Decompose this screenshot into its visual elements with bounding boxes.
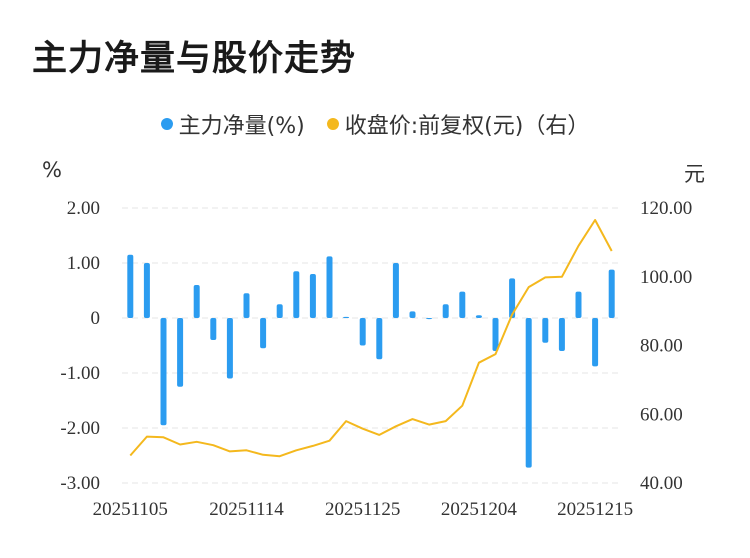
net-volume-bar (509, 278, 516, 318)
net-volume-bar (177, 318, 184, 387)
net-volume-bar (558, 318, 565, 351)
net-volume-bar (525, 318, 532, 468)
left-tick-label: 0 (91, 308, 101, 329)
x-tick-label: 20251114 (209, 499, 284, 520)
left-tick-label: 1.00 (67, 253, 100, 274)
legend-label-net-volume: 主力净量(%) (178, 114, 305, 139)
legend-label-close-price: 收盘价:前复权(元)（右） (344, 114, 590, 139)
legend-dot-orange-icon (326, 118, 339, 130)
right-tick-label: 100.00 (640, 267, 692, 288)
right-tick-label: 80.00 (640, 336, 683, 357)
chart-title: 主力净量与股价走势 (32, 39, 357, 79)
net-volume-bar (343, 316, 350, 318)
right-axis-unit: 元 (684, 162, 705, 186)
chart-legend: 主力净量(%) 收盘价:前复权(元)（右） (0, 108, 750, 140)
x-tick-label: 20251125 (325, 499, 400, 520)
net-volume-bar (293, 271, 300, 318)
legend-item-net-volume[interactable]: 主力净量(%) (160, 108, 305, 140)
net-volume-bar (326, 256, 333, 318)
net-volume-bar (575, 291, 582, 318)
left-tick-label: -3.00 (60, 473, 100, 494)
net-volume-bar (592, 318, 599, 367)
net-volume-bar (442, 304, 449, 318)
left-tick-label: -2.00 (60, 418, 100, 439)
net-volume-bar (542, 318, 549, 343)
right-tick-label: 40.00 (640, 473, 683, 494)
net-volume-bar (243, 293, 250, 318)
net-volume-bar (475, 315, 482, 318)
net-volume-bar (193, 285, 200, 318)
net-volume-bar (426, 318, 433, 320)
right-tick-label: 120.00 (640, 198, 692, 219)
x-tick-label: 20251204 (441, 499, 518, 520)
x-tick-label: 20251215 (557, 499, 633, 520)
legend-dot-blue-icon (160, 118, 173, 130)
net-volume-bar (459, 291, 466, 318)
net-volume-bar (226, 318, 233, 379)
net-volume-bar (160, 318, 167, 426)
net-volume-bar (210, 318, 217, 340)
net-volume-bar (376, 318, 383, 360)
left-tick-label: 2.00 (67, 198, 100, 219)
net-volume-bar (409, 311, 416, 318)
net-volume-bar (260, 318, 267, 349)
x-tick-label: 20251105 (93, 499, 168, 520)
close-price-line (129, 219, 613, 458)
net-volume-bar (143, 263, 150, 318)
net-volume-bar (309, 274, 316, 318)
net-volume-bar (608, 269, 615, 318)
net-volume-bar (276, 304, 283, 318)
net-volume-bar (492, 318, 499, 351)
left-tick-label: -1.00 (60, 363, 100, 384)
net-volume-bar (392, 263, 399, 318)
net-volume-bar (359, 318, 366, 346)
legend-item-close-price[interactable]: 收盘价:前复权(元)（右） (326, 108, 590, 140)
right-tick-label: 60.00 (640, 404, 683, 425)
left-axis-unit: % (42, 158, 62, 182)
net-volume-bar (127, 254, 134, 318)
